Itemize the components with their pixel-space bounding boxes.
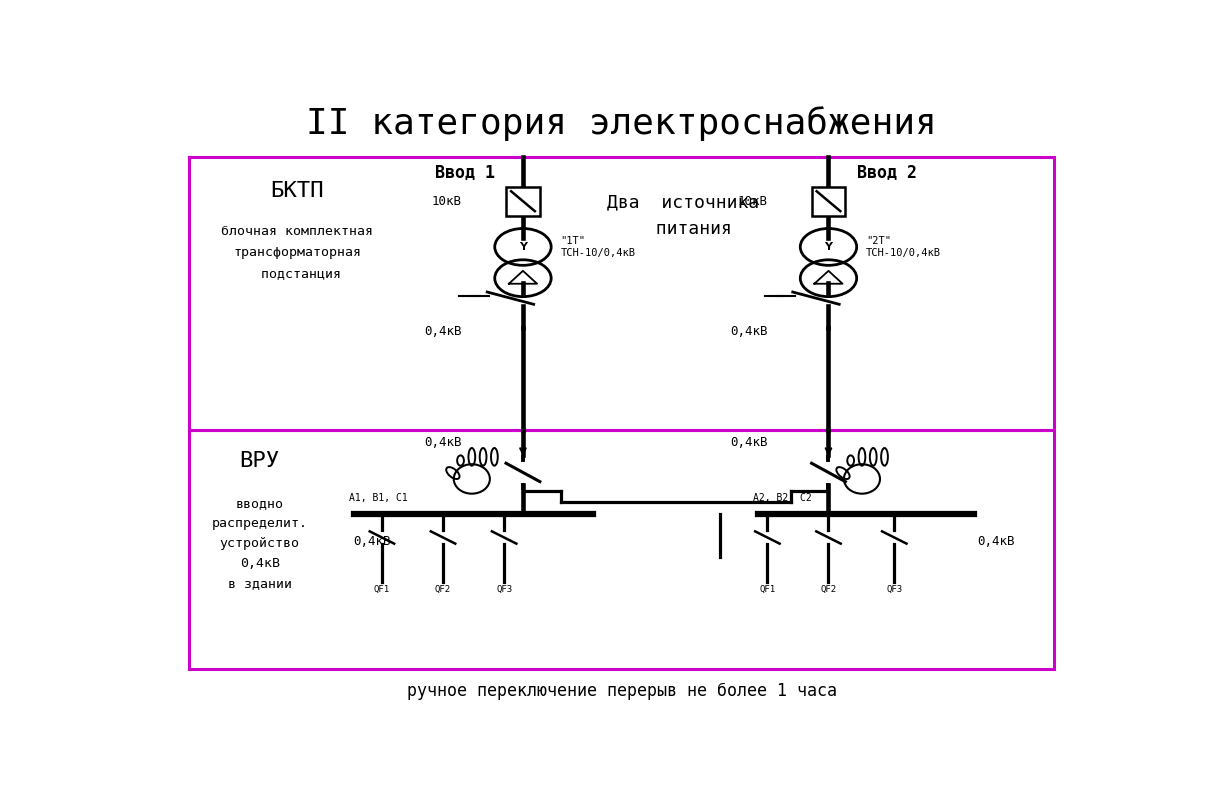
- Text: 0,4кВ: 0,4кВ: [425, 436, 462, 449]
- Text: ручное переключение перерыв не более 1 часа: ручное переключение перерыв не более 1 ч…: [406, 682, 837, 700]
- Text: 0,4кВ: 0,4кВ: [730, 436, 768, 449]
- Bar: [506, 186, 540, 215]
- Text: II категория электроснабжения: II категория электроснабжения: [307, 106, 936, 141]
- Text: блочная комплектная
трансформаторная
 подстанция: блочная комплектная трансформаторная под…: [221, 225, 374, 280]
- Text: QF2: QF2: [435, 585, 451, 594]
- Bar: [189, 430, 1054, 669]
- Text: QF1: QF1: [759, 585, 775, 594]
- Text: Ввод 1: Ввод 1: [434, 163, 495, 182]
- Text: Ввод 2: Ввод 2: [856, 163, 917, 182]
- Text: QF3: QF3: [887, 585, 902, 594]
- Bar: [811, 186, 845, 215]
- Text: 0,4кВ: 0,4кВ: [976, 536, 1014, 548]
- Text: ВРУ: ВРУ: [240, 451, 280, 471]
- Text: QF3: QF3: [496, 585, 512, 594]
- Text: А2, В2, С2: А2, В2, С2: [753, 493, 811, 503]
- Text: "2Т"
ТСН-10/0,4кВ: "2Т" ТСН-10/0,4кВ: [866, 237, 941, 258]
- Text: QF2: QF2: [820, 585, 837, 594]
- Text: Y: Y: [825, 242, 832, 252]
- Text: Y: Y: [519, 242, 526, 252]
- Text: Два  источника
  питания: Два источника питания: [606, 193, 759, 238]
- Text: 0,4кВ: 0,4кВ: [730, 325, 768, 339]
- Text: 10кВ: 10кВ: [738, 194, 768, 208]
- Text: 0,4кВ: 0,4кВ: [425, 325, 462, 339]
- Text: QF1: QF1: [374, 585, 391, 594]
- Text: 0,4кВ: 0,4кВ: [354, 536, 392, 548]
- Text: БКТП: БКТП: [270, 181, 324, 201]
- Bar: [189, 157, 1054, 430]
- Text: "1Т"
ТСН-10/0,4кВ: "1Т" ТСН-10/0,4кВ: [560, 237, 636, 258]
- Text: вводно
распределит.
устройство
0,4кВ
в здании: вводно распределит. устройство 0,4кВ в з…: [212, 497, 308, 590]
- Text: 10кВ: 10кВ: [432, 194, 462, 208]
- Text: А1, В1, С1: А1, В1, С1: [349, 493, 408, 503]
